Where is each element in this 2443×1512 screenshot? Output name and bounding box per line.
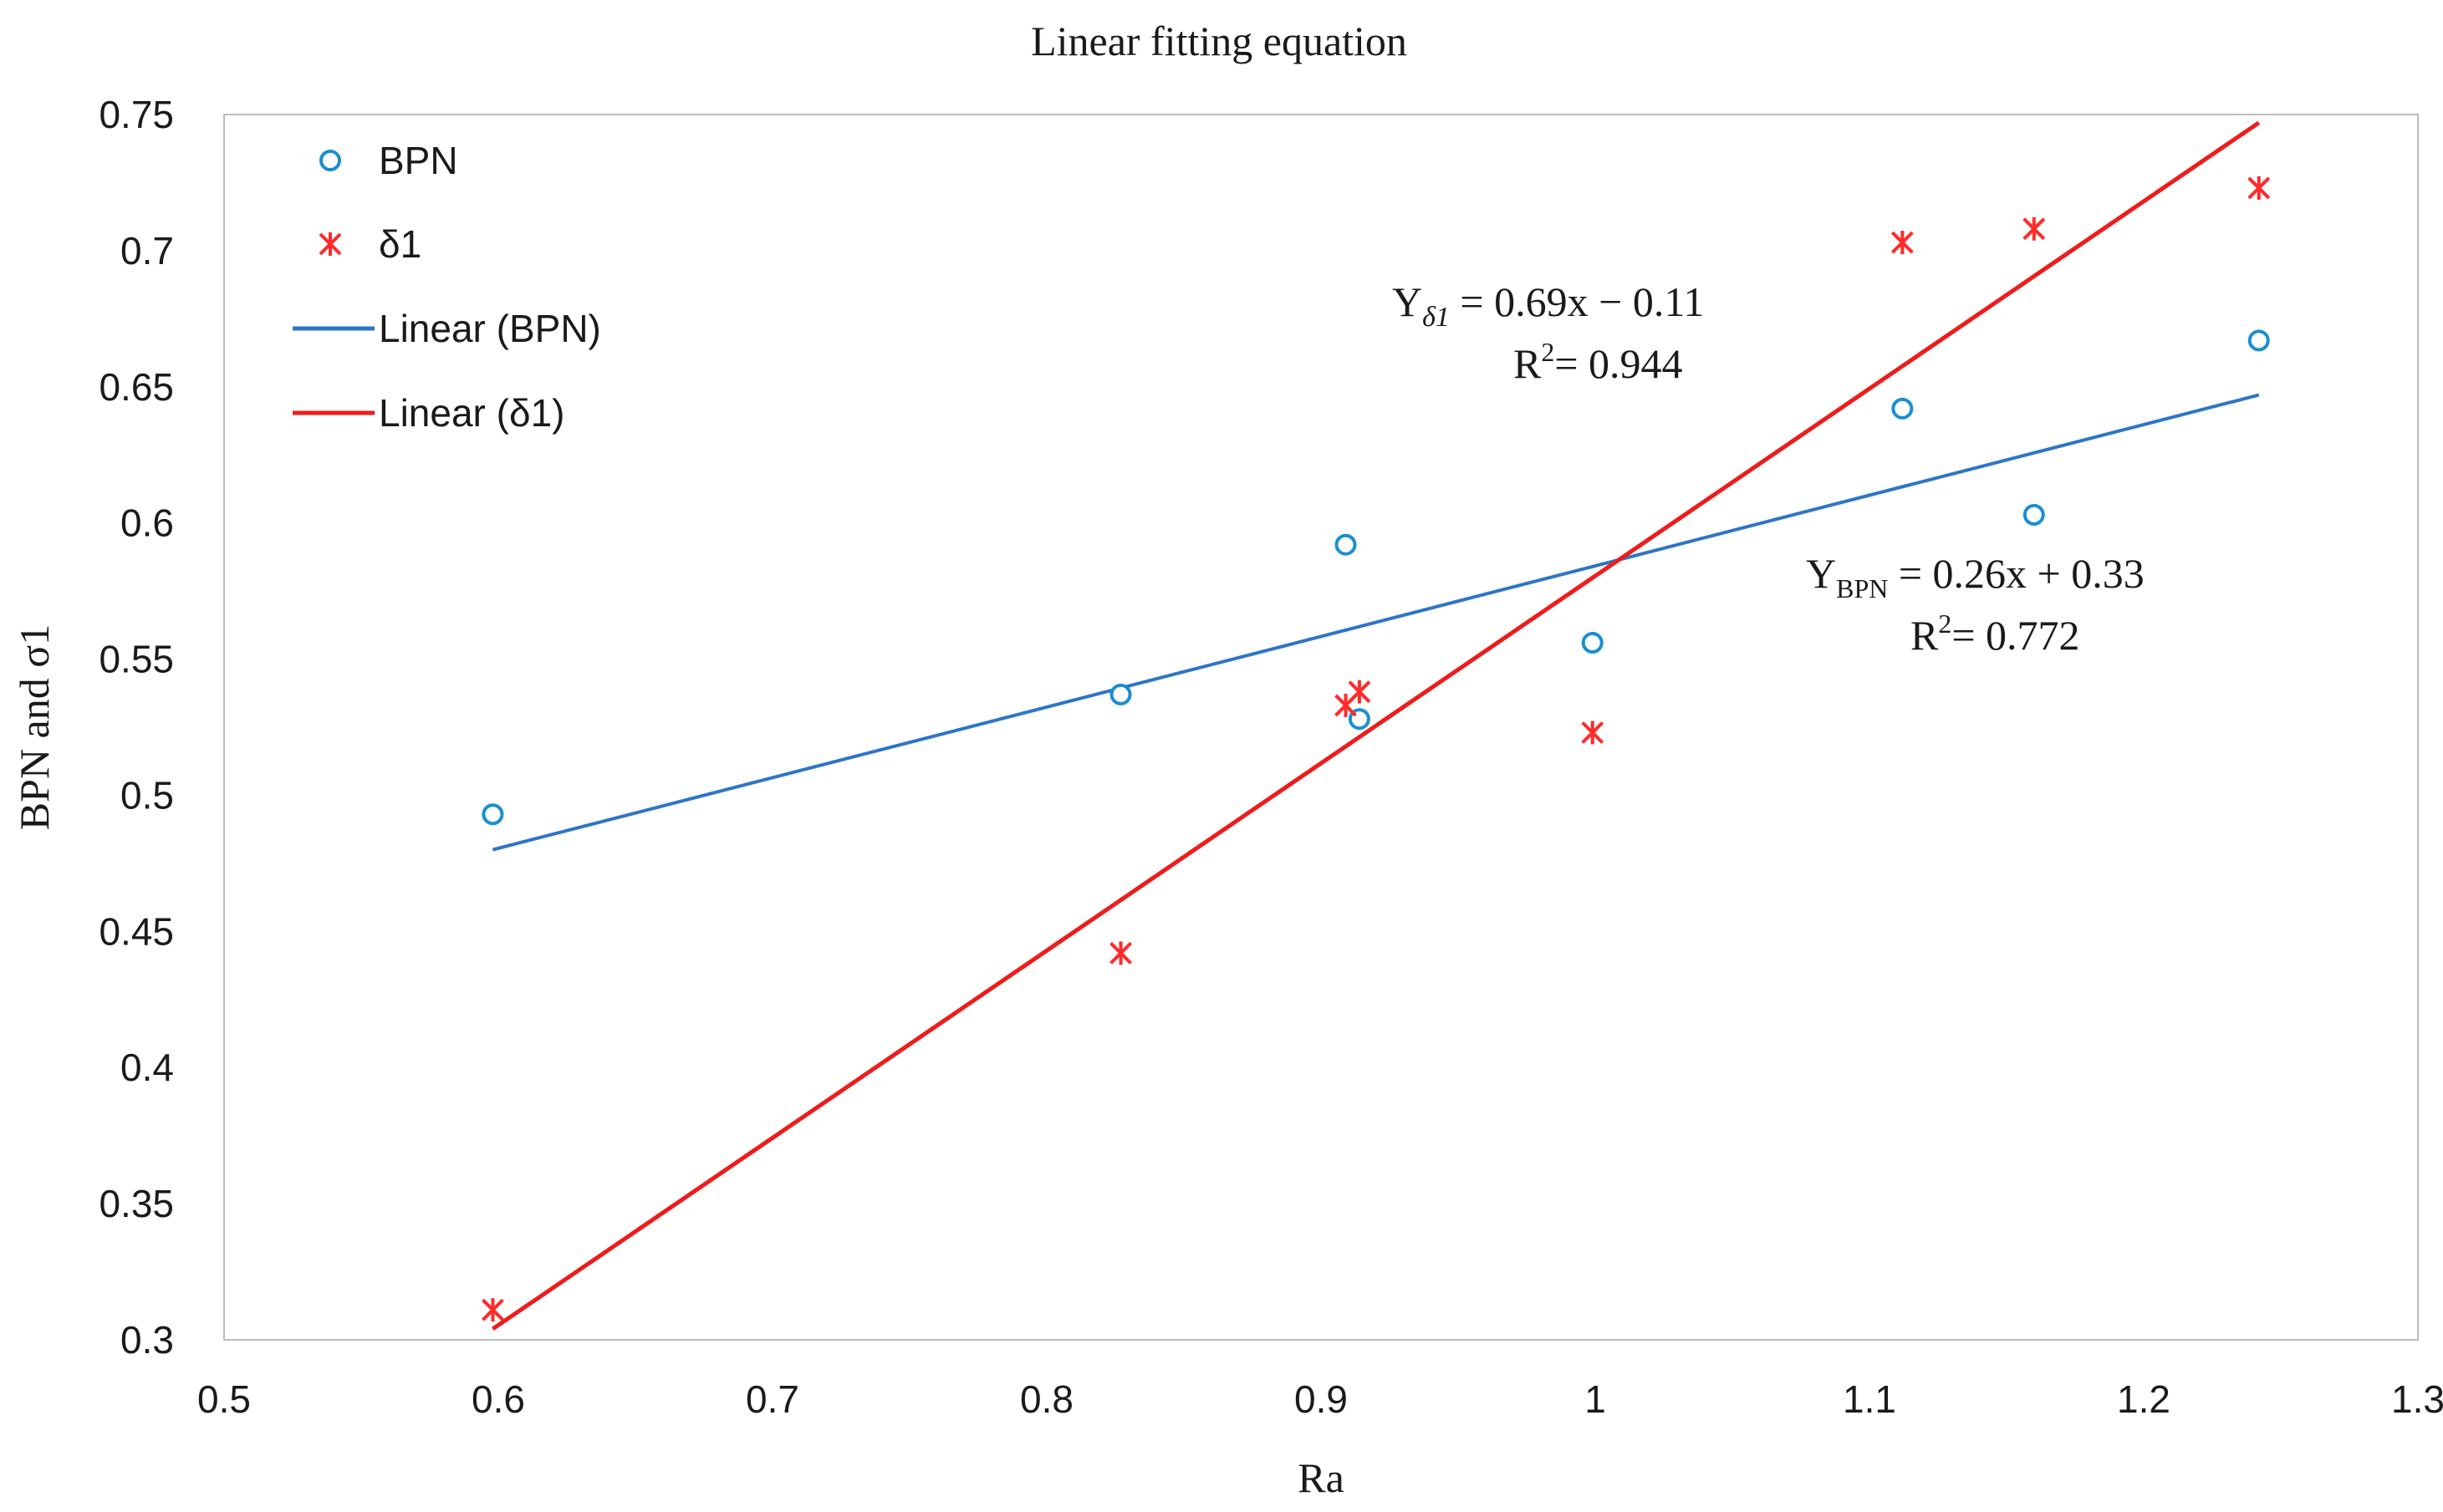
legend-marker-delta [319,232,342,256]
y-tick-label: 0.5 [120,773,174,817]
data-points [482,176,2271,1322]
x-tick-label: 0.9 [1294,1377,1348,1421]
y-tick-label: 0.7 [120,229,174,272]
x-tick-label: 0.8 [1020,1377,1074,1421]
equation-bpn-rest: = 0.26x + 0.33 [1888,550,2144,597]
delta-point [1890,231,1914,255]
svg-text:R2= 0.944: R2= 0.944 [1513,337,1683,387]
equation-delta: Yδ1 = 0.69x − 0.11 R2= 0.944 [1392,278,1704,387]
r2-bpn-value: = 0.772 [1951,612,2079,659]
x-tick-label: 1.1 [1843,1377,1896,1421]
trendline-bpn [492,393,2260,852]
x-tick-label: 0.5 [197,1377,251,1421]
svg-text:R2= 0.772: R2= 0.772 [1910,608,2080,659]
legend-label-bpn: BPN [379,139,458,182]
legend-label-linear-bpn: Linear (BPN) [379,307,601,350]
delta-point [1348,680,1371,704]
equation-bpn-y: Y [1806,550,1836,597]
plot-area [223,114,2419,1341]
chart-title: Linear fitting equation [1031,18,1407,64]
svg-text:YBPN = 0.26x + 0.33: YBPN = 0.26x + 0.33 [1806,550,2145,603]
y-tick-label: 0.55 [99,638,174,681]
x-tick-label: 1.3 [2391,1377,2443,1421]
r2-delta-value: = 0.944 [1554,340,1682,387]
delta-point [1109,941,1132,965]
x-tick-label: 1.2 [2117,1377,2170,1421]
bpn-point [1581,632,1604,654]
x-tick-label: 0.7 [746,1377,799,1421]
delta-point [482,1298,504,1322]
legend-label-delta: δ1 [379,222,421,266]
equation-bpn: YBPN = 0.26x + 0.33 R2= 0.772 [1806,550,2145,659]
r2-bpn-sup: 2 [1938,608,1951,639]
equation-delta-y: Y [1392,278,1422,325]
trendlines [492,120,2261,1331]
delta-point [1581,720,1604,745]
x-tick-label: 0.6 [472,1377,525,1421]
svg-text:Yδ1 = 0.69x − 0.11: Yδ1 = 0.69x − 0.11 [1392,278,1704,333]
y-tick-label: 0.65 [99,365,174,409]
bpn-point [2022,503,2045,526]
legend-marker-bpn [319,150,341,171]
legend: BPN δ1 Linear (BPN) Linear (δ1) [293,139,601,435]
x-tick-label: 1 [1584,1377,1606,1421]
delta-point [2022,216,2046,241]
bpn-point [1891,397,1914,420]
r2-delta-r: R [1513,340,1542,387]
y-tick-label: 0.75 [99,93,174,136]
legend-label-linear-delta: Linear (δ1) [379,391,564,435]
r2-bpn-r: R [1910,612,1939,659]
bpn-point [1334,533,1357,556]
y-axis: 0.3 0.35 0.4 0.45 0.5 0.55 0.6 0.65 0.7 0.75 [99,93,174,1362]
y-tick-label: 0.3 [120,1318,174,1362]
equation-delta-rest: = 0.69x − 0.11 [1450,278,1705,325]
y-tick-label: 0.4 [120,1046,174,1089]
y-tick-label: 0.6 [120,501,174,545]
y-axis-title: BPN and σ1 [11,624,58,830]
y-tick-label: 0.35 [99,1182,174,1225]
trendline-delta [492,120,2261,1331]
bpn-point [1109,683,1132,705]
equation-bpn-subscript: BPN [1836,573,1888,603]
bpn-point [482,803,504,826]
delta-point [2247,176,2271,200]
bpn-point [2247,329,2270,352]
x-axis-title: Ra [1298,1454,1344,1501]
x-axis: 0.5 0.6 0.7 0.8 0.9 1 1.1 1.2 1.3 [197,1377,2443,1421]
y-tick-label: 0.45 [99,909,174,953]
r2-delta-sup: 2 [1541,337,1554,367]
equation-delta-subscript: δ1 [1422,302,1450,333]
